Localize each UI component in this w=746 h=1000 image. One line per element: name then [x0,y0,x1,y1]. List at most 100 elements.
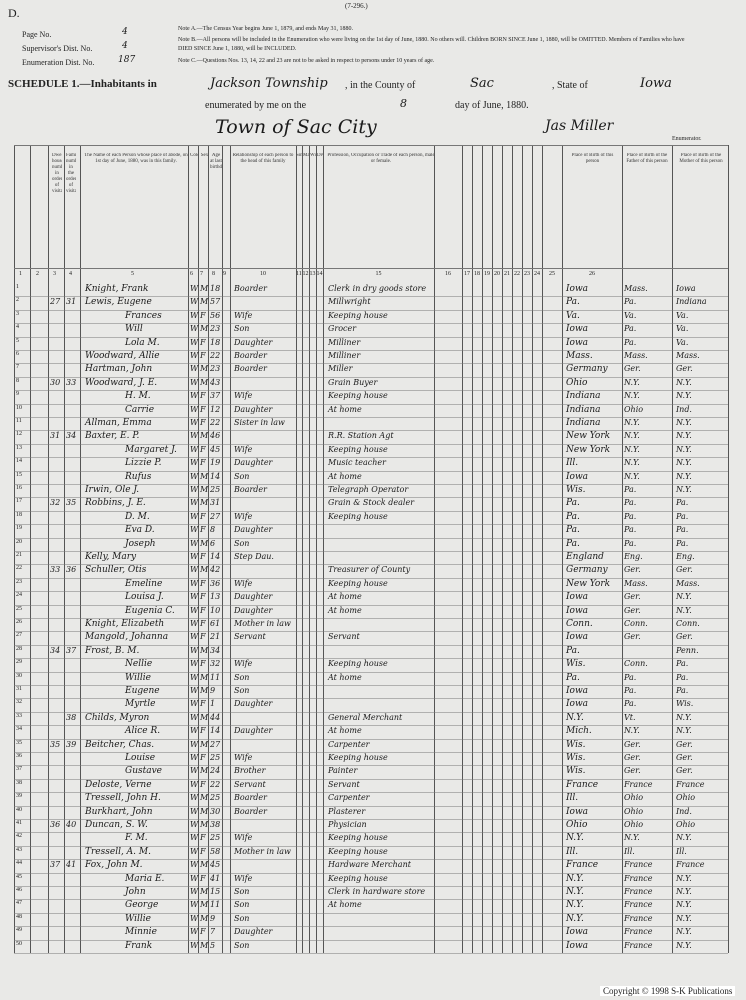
column-number: 4 [69,271,72,277]
census-entry: F [200,404,206,414]
census-entry: 27 [50,297,61,307]
census-entry: 25 [210,753,221,762]
census-entry: Eugene [125,686,160,696]
census-entry: D. M. [125,511,150,522]
census-entry: At home [328,672,362,682]
census-entry: Keeping house [328,659,388,669]
column-header: Widowed [310,153,316,158]
column-rule [80,145,81,953]
copyright: Copyright © 1998 S-K Publications [600,986,736,996]
census-entry: Irwin, Ole J. [85,485,140,495]
census-entry: Ohio [676,820,696,829]
census-entry: Lewis, Eugene [85,297,152,308]
census-entry: France [624,873,653,883]
census-entry: N.Y. [676,485,692,494]
census-entry: Boarder [234,793,267,803]
column-number: 26 [589,271,595,277]
census-entry: 33 [50,565,61,575]
census-entry: M [200,887,209,896]
town: Town of Sac City [215,116,377,138]
line-number: 50 [16,940,22,947]
page-no-label: Page No. [22,30,52,39]
census-entry: Myrtle [125,699,156,710]
column-number: 22 [514,271,520,277]
census-entry: France [566,779,599,790]
census-entry: Woodward, Allie [85,351,160,361]
census-entry: At home [328,592,362,602]
census-entry: Iowa [566,471,589,482]
line-number: 6 [16,351,19,357]
county: Sac [470,76,494,91]
row-rule [14,376,728,378]
census-entry: Iowa [566,940,589,951]
column-rule [198,145,199,953]
column-rule [188,145,189,953]
census-entry: W [190,619,199,628]
census-entry: Pa. [624,672,637,682]
day: 8 [400,97,407,110]
census-entry: Sister in law [234,418,285,427]
census-entry: F [200,458,206,468]
census-entry: Frances [125,310,162,321]
census-entry: Daughter [234,927,273,937]
enumerator-name: Jas Miller [545,118,614,134]
census-entry: 31 [50,431,61,441]
census-entry: Va. [676,310,689,320]
line-number: 37 [16,766,22,773]
row-rule [14,323,728,325]
census-entry: N.Y. [566,887,584,897]
row-rule [14,819,728,820]
row-rule [14,457,728,459]
census-entry: R.R. Station Agt [328,431,394,441]
census-entry: 22 [210,418,221,427]
line-number: 19 [16,525,22,532]
census-entry: Wife [234,753,253,762]
census-entry: Mass. [676,578,700,588]
row-rule [14,631,728,633]
census-entry: John [125,887,146,897]
census-entry: F [200,592,206,602]
census-entry: M [200,766,209,776]
line-number: 20 [16,538,22,545]
census-entry: Iowa [676,284,696,293]
census-entry: Wis. [566,659,586,670]
census-entry: Pa. [676,659,689,669]
census-entry: Childs, Myron [85,712,150,723]
census-entry: 14 [210,726,221,736]
census-entry: N.Y. [624,833,640,843]
census-entry: F [200,753,206,762]
census-entry: 8 [210,525,216,535]
census-entry: 45 [210,444,221,454]
census-entry: Gustave [125,766,162,777]
census-entry: N.Y. [676,887,692,896]
census-entry: Va. [676,324,689,334]
census-entry: Conn. [676,619,700,628]
census-entry: Hartman, John [85,364,153,375]
line-number: 40 [16,806,22,813]
census-entry: 32 [210,659,221,669]
line-number: 13 [16,444,22,451]
census-entry: W [190,806,199,816]
census-entry: Ger. [676,766,693,776]
census-entry: 58 [210,846,221,856]
census-entry: W [190,659,199,669]
census-entry: Ill. [676,846,687,856]
census-entry: Ohio [624,820,644,829]
census-entry: Will [125,324,143,335]
row-rule [14,711,728,713]
census-entry: N.Y. [676,605,692,615]
census-entry: Mother in law [234,846,291,856]
census-entry: Lizzie P. [125,458,162,469]
census-entry: Maria E. [125,873,165,884]
census-entry: Servant [328,632,360,642]
census-entry: Baxter, E. P. [85,431,140,442]
line-number: 29 [16,659,22,666]
census-entry: W [190,404,199,414]
census-entry: Knight, Elizabeth [85,619,165,629]
census-entry: F [200,699,206,709]
census-entry: Robbins, J. E. [85,498,146,509]
column-header: Married [303,153,309,158]
census-entry: Iowa [566,592,589,603]
census-entry: Keeping house [328,833,388,843]
census-entry: 36 [210,578,221,588]
